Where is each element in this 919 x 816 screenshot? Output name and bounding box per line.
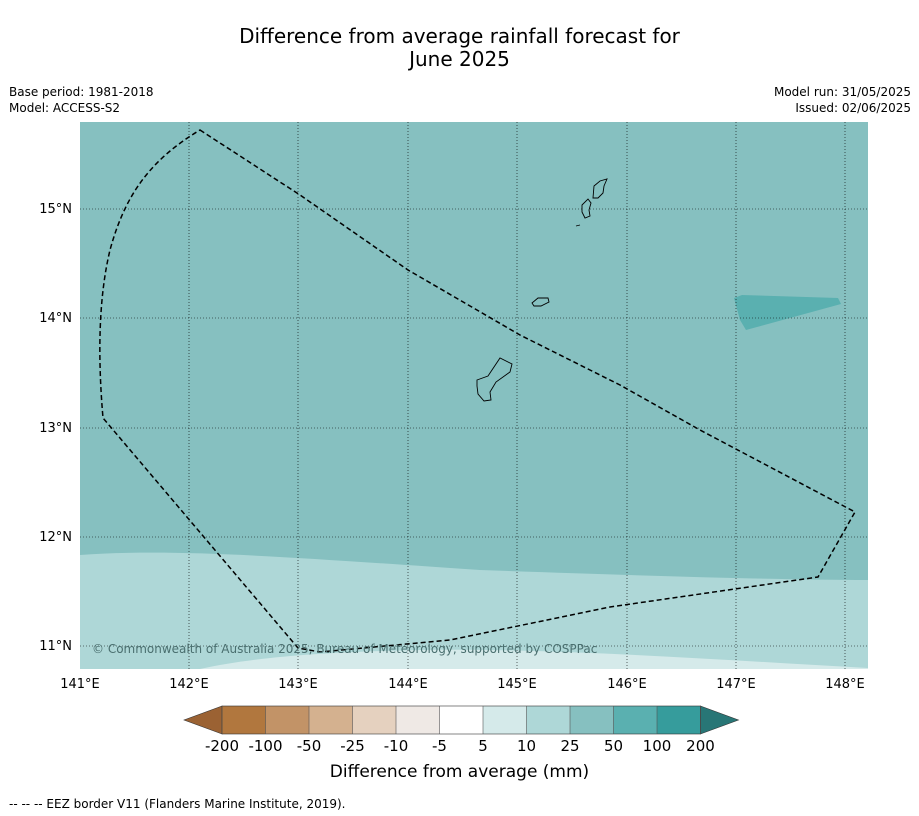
aguijan-island (575, 224, 581, 227)
colorbar-tick-label: 10 (517, 737, 536, 755)
colorbar-tick-label: -5 (432, 737, 447, 755)
colorbar-segment (439, 706, 483, 734)
lon-label-144: 144°E (388, 677, 428, 692)
lat-label-12: 12°N (39, 530, 72, 545)
colorbar-segment (613, 706, 657, 734)
lat-label-15: 15°N (39, 202, 72, 217)
colorbar-tick-label: 200 (686, 737, 715, 755)
colorbar-segment (657, 706, 701, 734)
saipan-island (592, 178, 608, 199)
colorbar-segment (526, 706, 570, 734)
lon-label-145: 145°E (497, 677, 537, 692)
colorbar-tick-label: -100 (248, 737, 282, 755)
rota-island (531, 297, 550, 307)
lat-label-14: 14°N (39, 311, 72, 326)
lon-label-147: 147°E (716, 677, 756, 692)
tinian-island (581, 198, 592, 219)
lon-label-142: 142°E (169, 677, 209, 692)
colorbar-segment (352, 706, 396, 734)
colorbar-extend-low (183, 705, 223, 735)
colorbar-segment (222, 706, 266, 734)
islands (476, 178, 608, 402)
band-10-25 (80, 552, 868, 669)
lon-label-141: 141°E (60, 677, 100, 692)
colorbar: -200 -100 -50 -25 -10 -5 5 10 25 50 100 200 (183, 705, 740, 755)
map-area (80, 122, 868, 669)
colorbar-segment (570, 706, 614, 734)
colorbar-tick-label: 100 (643, 737, 672, 755)
model-label: Model: ACCESS-S2 (9, 101, 121, 115)
lon-label-146: 146°E (607, 677, 647, 692)
lat-label-13: 13°N (39, 421, 72, 436)
band-5-10 (200, 649, 868, 669)
issued-label: Issued: 02/06/2025 (795, 101, 911, 115)
base-period-label: Base period: 1981-2018 (9, 85, 154, 99)
lon-label-143: 143°E (278, 677, 318, 692)
lat-axis: 15°N 14°N 13°N 12°N 11°N (39, 202, 72, 654)
colorbar-tick-label: 50 (604, 737, 623, 755)
meta-left: Base period: 1981-2018 Model: ACCESS-S2 (9, 84, 154, 116)
colorbar-extend-high (700, 705, 740, 735)
colorbar-tick-label: -25 (340, 737, 365, 755)
colorbar-tick-label: -10 (384, 737, 409, 755)
colorbar-title: Difference from average (mm) (329, 762, 590, 782)
copyright-text: © Commonwealth of Australia 2025, Bureau… (92, 642, 597, 656)
lon-axis: 141°E 142°E 143°E 144°E 145°E 146°E 147°… (60, 677, 865, 692)
colorbar-tick-label: -50 (297, 737, 322, 755)
guam-island (476, 357, 513, 402)
chart-title-line2: June 2025 (409, 47, 510, 71)
colorbar-segment (265, 706, 309, 734)
gridlines (80, 122, 868, 669)
colorbar-segment (396, 706, 440, 734)
lat-label-11: 11°N (39, 639, 72, 654)
colorbar-segment (483, 706, 527, 734)
colorbar-tick-label: 25 (560, 737, 579, 755)
model-run-label: Model run: 31/05/2025 (773, 85, 911, 99)
colorbar-segment (309, 706, 353, 734)
colorbar-tick-label: -200 (205, 737, 239, 755)
chart-title-line1: Difference from average rainfall forecas… (239, 24, 680, 48)
lon-label-148: 148°E (825, 677, 865, 692)
band-50-100 (734, 295, 841, 330)
meta-right: Model run: 31/05/2025 Issued: 02/06/2025 (774, 84, 911, 116)
colorbar-tick-label: 5 (478, 737, 488, 755)
eez-footnote: -- -- -- EEZ border V11 (Flanders Marine… (9, 797, 346, 811)
